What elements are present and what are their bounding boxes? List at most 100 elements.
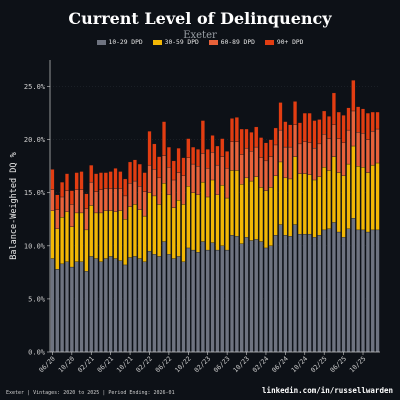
bar-segment-90-dpd — [79, 171, 84, 190]
bar-segment-60-89-dpd — [79, 189, 84, 214]
bar-segment-30-59-dpd — [351, 145, 356, 219]
bar-segment-30-59-dpd — [132, 204, 137, 257]
bar-segment-10-29-dpd — [191, 249, 196, 353]
bar-segment-60-89-dpd — [278, 129, 283, 163]
bar-segment-30-59-dpd — [297, 173, 302, 235]
bar-segment-10-29-dpd — [123, 264, 128, 353]
bar-segment-90-dpd — [249, 132, 254, 152]
bar-segment-90-dpd — [317, 119, 322, 145]
bar-segment-30-59-dpd — [375, 162, 380, 231]
bar-segment-90-dpd — [113, 168, 118, 189]
bar-segment-90-dpd — [123, 178, 128, 197]
bar-segment-90-dpd — [273, 127, 278, 146]
x-tick-label: 02/25 — [309, 355, 329, 375]
bar-segment-90-dpd — [69, 190, 74, 205]
bar-segment-10-29-dpd — [118, 260, 123, 353]
bar-segment-60-89-dpd — [283, 146, 288, 179]
x-tick-label: 06/22 — [154, 355, 174, 375]
bar-segment-30-59-dpd — [361, 167, 366, 231]
bar-segment-10-29-dpd — [302, 233, 307, 353]
bar-segment-30-59-dpd — [278, 161, 283, 225]
legend-item: 30-59 DPD — [152, 39, 199, 46]
footer-credit[interactable]: linkedin.com/in/russellwarden — [262, 386, 393, 395]
bar-segment-30-59-dpd — [162, 183, 167, 242]
bar-segment-60-89-dpd — [341, 142, 346, 176]
bar-segment-60-89-dpd — [55, 209, 60, 229]
y-tick-label: 25.0% — [24, 83, 46, 91]
bar-segment-60-89-dpd — [259, 157, 264, 188]
bar-segment-90-dpd — [312, 120, 317, 149]
bar-segment-30-59-dpd — [370, 164, 375, 231]
bar-segment-30-59-dpd — [108, 210, 113, 257]
bar-segment-30-59-dpd — [89, 205, 94, 257]
bar-segment-60-89-dpd — [128, 183, 133, 207]
bar-segment-90-dpd — [137, 163, 142, 187]
bar-segment-10-29-dpd — [370, 229, 375, 353]
legend-swatch — [152, 40, 162, 45]
bar-segment-60-89-dpd — [356, 132, 361, 167]
bar-segment-90-dpd — [162, 121, 167, 156]
bar-segment-60-89-dpd — [220, 156, 225, 186]
bar-segment-30-59-dpd — [273, 175, 278, 236]
bar-segment-10-29-dpd — [147, 250, 152, 353]
bar-segment-30-59-dpd — [225, 197, 230, 251]
bar-segment-90-dpd — [55, 194, 60, 210]
bar-segment-30-59-dpd — [113, 211, 118, 259]
bar-segment-90-dpd — [196, 149, 201, 167]
legend-label: 30-59 DPD — [164, 39, 199, 46]
y-tick-label: 5.0% — [28, 295, 46, 303]
x-tick-label: 06/24 — [270, 355, 290, 375]
bar-segment-10-29-dpd — [268, 245, 273, 353]
x-tick-label: 10/20 — [57, 355, 77, 375]
bar-segment-30-59-dpd — [254, 176, 259, 240]
chart-title: Current Level of Delinquency — [68, 9, 332, 28]
bar-segment-30-59-dpd — [317, 176, 322, 236]
bar-segment-10-29-dpd — [113, 258, 118, 353]
bar-segment-60-89-dpd — [200, 153, 205, 183]
bar-segment-60-89-dpd — [234, 141, 239, 171]
bar-segment-10-29-dpd — [162, 241, 167, 353]
bar-segment-30-59-dpd — [327, 170, 332, 229]
legend-item: 60-89 DPD — [208, 39, 255, 46]
legend-item: 10-29 DPD — [96, 39, 143, 46]
legend-item: 90+ DPD — [264, 39, 303, 46]
bar-segment-60-89-dpd — [84, 208, 89, 231]
bar-segment-60-89-dpd — [375, 128, 380, 164]
bar-segment-30-59-dpd — [336, 172, 341, 233]
bar-segment-90-dpd — [278, 102, 283, 131]
bar-segment-90-dpd — [94, 173, 99, 192]
bar-segment-90-dpd — [118, 171, 123, 189]
bar-segment-10-29-dpd — [278, 224, 283, 353]
bar-segment-10-29-dpd — [365, 231, 370, 353]
y-tick-label: 0.0% — [28, 349, 46, 357]
bar-segment-90-dpd — [128, 161, 133, 184]
bar-segment-60-89-dpd — [370, 130, 375, 166]
bar-segment-90-dpd — [74, 172, 79, 190]
y-axis-label: Balance-Weighted DQ % — [9, 152, 19, 259]
bar-segment-30-59-dpd — [283, 177, 288, 236]
bar-segment-30-59-dpd — [94, 212, 99, 259]
bar-segment-30-59-dpd — [356, 166, 361, 231]
bar-segment-30-59-dpd — [191, 192, 196, 251]
bar-segment-60-89-dpd — [103, 188, 108, 211]
bar-segment-60-89-dpd — [254, 146, 259, 177]
bar-segment-60-89-dpd — [191, 163, 196, 193]
bar-segment-60-89-dpd — [186, 157, 191, 187]
bar-segment-90-dpd — [89, 164, 94, 183]
bar-segment-60-89-dpd — [322, 134, 327, 168]
bar-segment-30-59-dpd — [196, 194, 201, 253]
bar-segment-60-89-dpd — [307, 142, 312, 175]
bar-segment-60-89-dpd — [293, 124, 298, 157]
bar-segment-90-dpd — [254, 126, 259, 148]
bar-segment-10-29-dpd — [98, 261, 103, 353]
y-tick-label: 15.0% — [24, 189, 46, 197]
bar-segment-30-59-dpd — [268, 187, 273, 246]
bar-segment-90-dpd — [60, 181, 65, 198]
bar-segment-90-dpd — [108, 171, 113, 189]
bar-segment-90-dpd — [259, 137, 264, 158]
bar-segment-30-59-dpd — [128, 206, 133, 258]
bar-segment-30-59-dpd — [365, 172, 370, 233]
bar-segment-90-dpd — [84, 193, 89, 209]
bar-segment-90-dpd — [64, 173, 69, 191]
bar-segment-90-dpd — [322, 110, 327, 135]
